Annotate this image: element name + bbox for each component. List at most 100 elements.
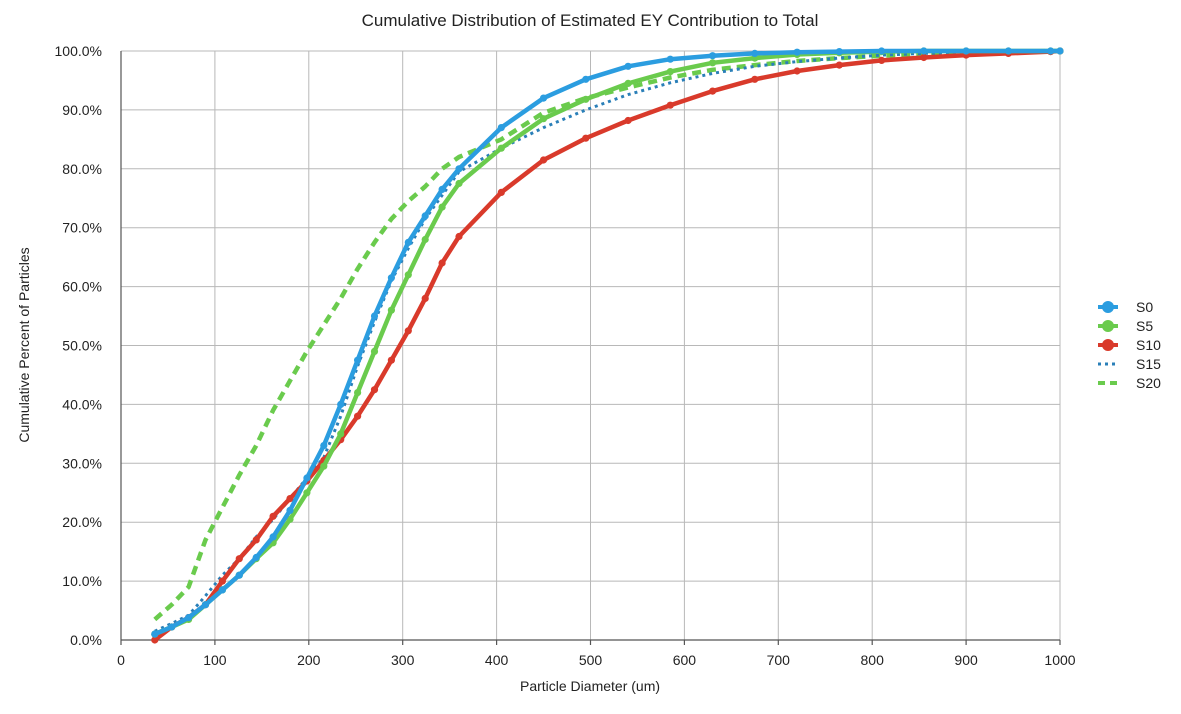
data-point-s10 [421,294,429,302]
data-point-s0 [793,48,801,56]
y-tick-label: 100.0% [55,43,102,59]
legend-label-s0: S0 [1136,299,1153,315]
x-tick-label: 500 [579,652,603,668]
data-point-s10 [793,67,801,75]
legend-label-s20: S20 [1136,375,1161,391]
data-point-s0 [539,94,548,102]
legend-item-s10: S10 [1098,337,1161,353]
data-point-s5 [539,115,548,123]
x-tick-label: 900 [954,652,978,668]
series-s15 [154,49,1060,633]
data-point-s5 [624,79,632,87]
data-point-s10 [151,636,159,644]
data-point-s0 [962,47,970,55]
data-point-s5 [709,59,717,67]
legend-label-s5: S5 [1136,318,1153,334]
series-s0 [151,47,1064,638]
x-tick-label: 300 [391,652,415,668]
series-layer [151,47,1064,644]
data-point-s10 [387,356,395,364]
data-point-s5 [666,68,674,76]
x-axis-title: Particle Diameter (um) [520,678,660,694]
chart-legend: S0 S5 S10 S15 S20 [1098,299,1161,391]
legend-item-s15: S15 [1098,356,1161,372]
data-point-s0 [709,52,717,60]
data-point-s0 [624,62,632,70]
data-point-s5 [438,203,446,211]
y-tick-label: 40.0% [62,396,102,412]
data-point-s5 [337,430,345,438]
data-point-s0 [320,442,328,450]
y-tick-label: 0.0% [70,632,102,648]
data-point-s5 [455,179,463,188]
data-point-s5 [370,347,379,355]
data-point-s10 [218,577,226,585]
series-line-s5 [152,48,1063,637]
data-point-s10 [539,156,548,164]
x-tick-label: 200 [297,652,321,668]
plot-grid [121,50,1061,640]
data-point-s0 [751,49,759,58]
data-point-s0 [303,474,311,482]
x-tick-label: 800 [861,652,885,668]
data-point-s10 [835,61,843,69]
data-point-s5 [286,515,294,523]
x-tick-label: 600 [673,652,697,668]
series-line-s20 [153,48,1060,622]
y-axis-title: Cumulative Percent of Particles [16,247,32,442]
data-point-s0 [354,356,362,364]
data-point-s5 [582,95,590,103]
data-point-s0 [1056,47,1064,55]
data-point-s10 [370,386,379,394]
data-point-s0 [438,185,446,193]
data-point-s0 [404,238,412,246]
data-point-s10 [920,53,928,62]
legend-item-s5: S5 [1098,318,1153,334]
series-line-s15 [154,49,1060,633]
data-point-s10 [438,259,446,267]
data-point-s5 [421,235,429,244]
data-point-s0 [387,274,395,282]
data-point-s5 [497,144,505,152]
x-tick-label: 0 [117,652,125,668]
y-tick-label: 90.0% [62,102,102,118]
data-point-s0 [421,212,429,220]
x-tick-label: 400 [485,652,509,668]
chart-title: Cumulative Distribution of Estimated EY … [362,11,819,30]
data-point-s10 [624,116,632,125]
plot-axes [120,51,1061,645]
data-point-s5 [320,462,328,470]
data-point-s0 [252,553,260,562]
data-point-s10 [404,327,412,335]
y-tick-label: 60.0% [62,279,102,295]
y-tick-label: 50.0% [62,338,102,354]
data-point-s0 [201,601,210,609]
data-point-s10 [582,134,590,142]
y-tick-label: 30.0% [62,455,102,471]
data-point-s5 [354,389,362,397]
data-point-s10 [455,232,463,241]
data-point-s10 [354,412,362,420]
data-point-s0 [920,47,928,55]
data-point-s0 [878,47,886,55]
data-point-s0 [370,312,379,320]
y-tick-label: 20.0% [62,514,102,530]
data-point-s5 [404,271,412,279]
data-point-s10 [751,75,759,83]
data-point-s0 [235,571,243,579]
data-point-s10 [286,495,294,503]
data-point-s10 [252,536,260,544]
data-point-s0 [666,55,674,63]
data-point-s0 [455,165,463,173]
data-point-s0 [218,586,226,594]
legend-marker-s0 [1102,301,1114,313]
series-s20 [153,48,1060,622]
data-point-s5 [387,306,395,314]
x-tick-label: 1000 [1044,652,1075,668]
legend-marker-s5 [1102,320,1114,332]
data-point-s0 [185,614,193,622]
y-tick-label: 70.0% [62,220,102,236]
data-point-s0 [582,75,590,83]
y-tick-label: 10.0% [62,573,102,589]
